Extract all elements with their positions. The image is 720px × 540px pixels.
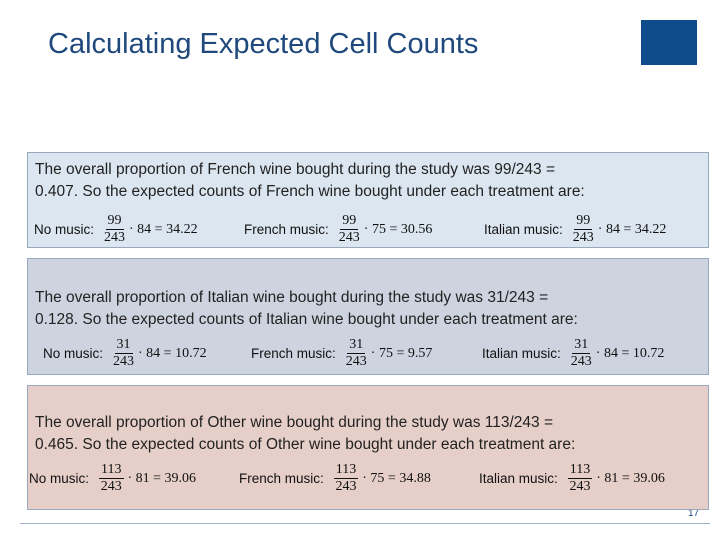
fraction: 113 243 <box>567 462 593 495</box>
formula-result: · 81 = 39.06 <box>127 470 197 486</box>
denominator: 243 <box>345 354 367 369</box>
fraction: 31 243 <box>113 337 134 370</box>
body-text: 0.128. So the expected counts of Italian… <box>35 311 578 328</box>
formula-label: No music: <box>34 222 95 237</box>
content-box: The overall proportion of Other wine bou… <box>27 385 709 510</box>
slide-title: Calculating Expected Cell Counts <box>48 28 479 60</box>
body-text: The overall proportion of Other wine bou… <box>35 414 553 431</box>
denominator: 243 <box>104 230 126 245</box>
numerator: 31 <box>114 337 133 354</box>
formula-label: French music: <box>244 222 329 237</box>
formula-result: · 75 = 34.88 <box>362 470 431 486</box>
formula-label: Italian music: <box>482 346 561 361</box>
denominator: 243 <box>569 479 591 494</box>
formula-label: No music: <box>29 471 90 486</box>
formula: Italian music: 113 243 · 81 = 39.06 <box>479 462 665 495</box>
formula: French music: 99 243 · 75 = 30.56 <box>244 213 432 246</box>
formula: French music: 31 243 · 75 = 9.57 <box>251 337 432 370</box>
formula-result: · 75 = 30.56 <box>363 221 433 237</box>
accent-square <box>641 20 697 65</box>
formula-label: Italian music: <box>479 471 558 486</box>
denominator: 243 <box>572 230 594 245</box>
fraction: 99 243 <box>573 213 594 246</box>
formula-result: · 84 = 34.22 <box>129 221 198 237</box>
formula-label: No music: <box>43 346 104 361</box>
footer-rule <box>20 523 710 524</box>
fraction: 113 243 <box>99 462 124 495</box>
numerator: 31 <box>572 337 591 354</box>
body-text: 0.407. So the expected counts of French … <box>35 183 585 200</box>
formula-result: · 84 = 10.72 <box>138 345 207 361</box>
body-text: The overall proportion of Italian wine b… <box>35 289 549 306</box>
fraction: 99 243 <box>339 213 360 246</box>
formula-label: French music: <box>251 346 336 361</box>
formula-result: · 81 = 39.06 <box>596 470 665 486</box>
body-text: 0.465. So the expected counts of Other w… <box>35 436 576 453</box>
numerator: 99 <box>340 213 359 230</box>
numerator: 31 <box>347 337 366 354</box>
denominator: 243 <box>100 479 122 494</box>
denominator: 243 <box>113 354 135 369</box>
fraction: 31 243 <box>346 337 367 370</box>
denominator: 243 <box>338 230 360 245</box>
formula: French music: 113 243 · 75 = 34.88 <box>239 462 431 495</box>
numerator: 99 <box>574 213 593 230</box>
denominator: 243 <box>570 354 592 369</box>
formula-result: · 84 = 10.72 <box>595 345 665 361</box>
formula: No music: 99 243 · 84 = 34.22 <box>34 213 198 246</box>
formula-label: Italian music: <box>484 222 563 237</box>
fraction: 31 243 <box>571 337 592 370</box>
formula: Italian music: 99 243 · 84 = 34.22 <box>484 213 666 246</box>
numerator: 113 <box>567 462 593 479</box>
formula-label: French music: <box>239 471 324 486</box>
numerator: 113 <box>99 462 124 479</box>
formula: Italian music: 31 243 · 84 = 10.72 <box>482 337 664 370</box>
content-box: The overall proportion of Italian wine b… <box>27 258 709 375</box>
formula: No music: 113 243 · 81 = 39.06 <box>29 462 196 495</box>
formula-result: · 84 = 34.22 <box>597 221 667 237</box>
numerator: 99 <box>105 213 124 230</box>
fraction: 113 243 <box>333 462 359 495</box>
content-box: The overall proportion of French wine bo… <box>27 152 709 248</box>
body-text: The overall proportion of French wine bo… <box>35 161 555 178</box>
formula-result: · 75 = 9.57 <box>370 345 433 361</box>
page-number: 17 <box>688 508 700 519</box>
formula: No music: 31 243 · 84 = 10.72 <box>43 337 207 370</box>
denominator: 243 <box>335 479 357 494</box>
numerator: 113 <box>333 462 359 479</box>
fraction: 99 243 <box>104 213 125 246</box>
